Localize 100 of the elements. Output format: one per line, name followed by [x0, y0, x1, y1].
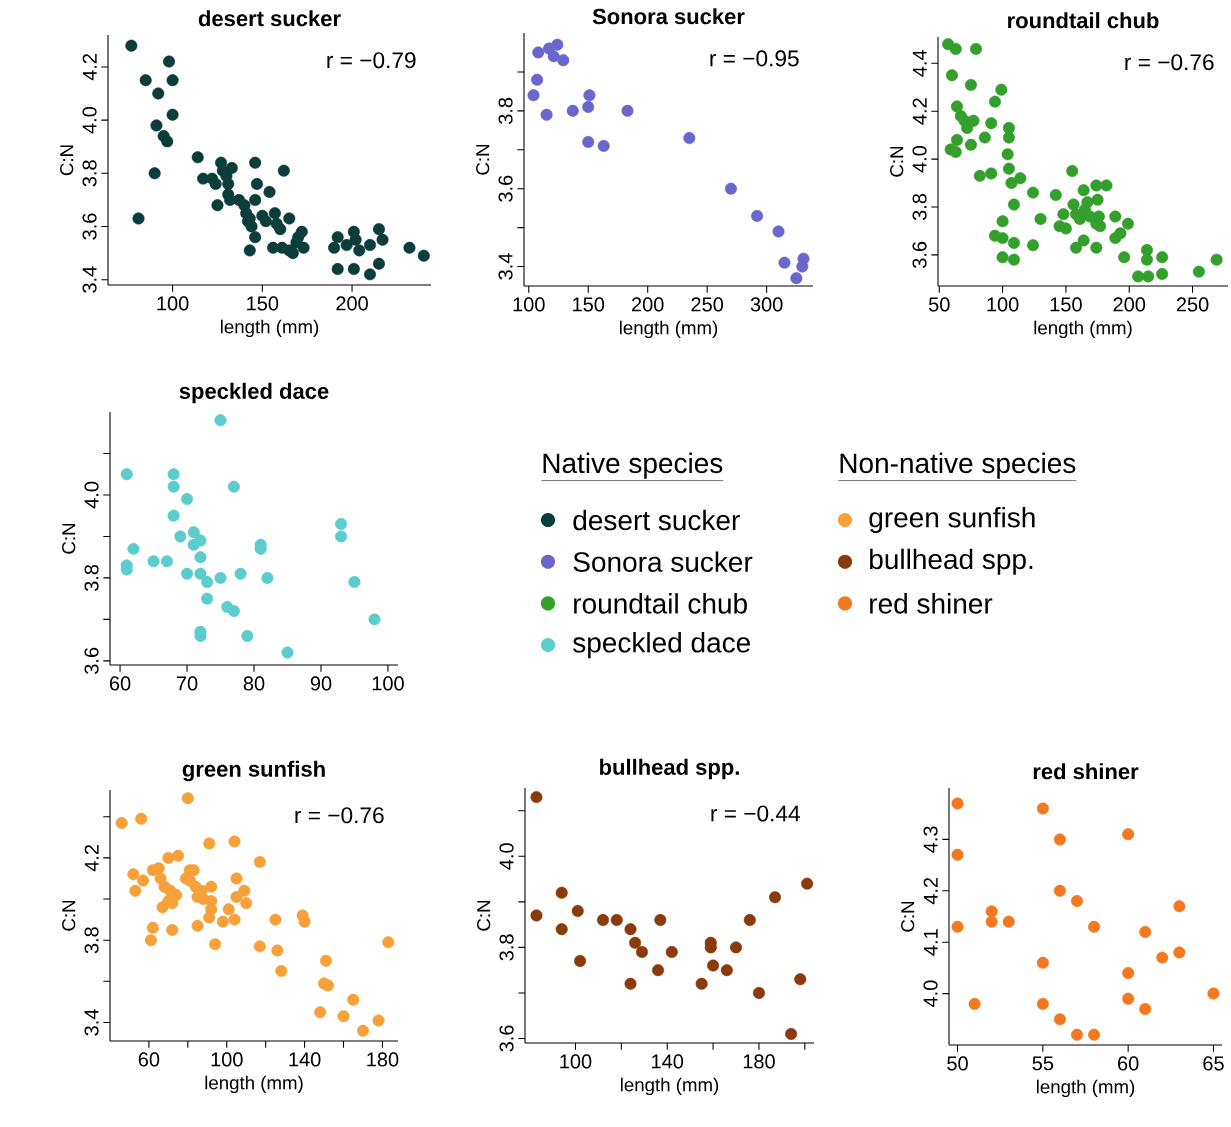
point: [172, 849, 185, 862]
point: [191, 919, 204, 932]
point: [222, 903, 235, 916]
y-tick-label: 4.0: [923, 980, 938, 1008]
point: [790, 272, 803, 285]
y-tick-label: 3.6: [82, 213, 97, 240]
point: [147, 555, 160, 568]
point: [269, 913, 282, 926]
point: [778, 256, 791, 269]
y-tick-label: 3.8: [84, 564, 99, 592]
y-axis-title: C:N: [60, 145, 74, 176]
chart-title: bullhead spp.: [600, 758, 739, 780]
point: [181, 493, 194, 506]
point: [794, 973, 807, 986]
annotation: r = −0.95: [710, 50, 799, 67]
point: [532, 46, 545, 59]
x-tick-label: 80: [243, 676, 265, 691]
x-tick-label: 60: [109, 676, 131, 691]
point: [555, 886, 568, 899]
point: [610, 914, 623, 927]
point: [596, 914, 609, 927]
point: [951, 848, 964, 861]
point: [162, 851, 175, 864]
point: [801, 877, 814, 890]
x-tick-label: 150: [573, 297, 605, 312]
point: [551, 38, 564, 51]
point: [337, 1010, 350, 1023]
point: [314, 1006, 327, 1019]
y-tick-label: 3.8: [499, 934, 514, 961]
x-tick-label: 250: [691, 297, 724, 312]
point: [382, 936, 395, 949]
point: [1207, 987, 1220, 1000]
point: [1122, 967, 1135, 980]
point: [751, 209, 764, 222]
point: [951, 797, 964, 810]
point: [624, 977, 637, 990]
chart-title: roundtail chub: [1008, 12, 1159, 29]
point: [1070, 895, 1083, 908]
point: [695, 977, 708, 990]
legend-title: Native species: [543, 452, 723, 479]
point: [144, 934, 157, 947]
point: [167, 480, 180, 493]
annotation: r = −0.79: [327, 52, 416, 69]
point: [1053, 884, 1066, 897]
point: [356, 1024, 369, 1037]
point: [214, 571, 227, 584]
point: [372, 1014, 385, 1027]
y-axis-title: C:N: [476, 144, 490, 175]
point: [194, 567, 207, 580]
legend-label: Sonora sucker: [573, 551, 753, 572]
x-axis-title: length (mm): [1034, 320, 1132, 339]
x-tick-label: 150: [1050, 297, 1082, 312]
y-tick-label: 3.4: [82, 266, 97, 293]
point: [1156, 951, 1169, 964]
point: [209, 938, 222, 951]
y-tick-label: 3.8: [84, 927, 99, 954]
y-tick-label: 3.6: [499, 1025, 514, 1052]
x-tick-label: 55: [1032, 1056, 1054, 1071]
point: [241, 629, 254, 642]
point: [187, 526, 200, 539]
x-axis-title: length (mm): [619, 320, 718, 339]
legend-label: speckled dace: [573, 632, 750, 659]
point: [203, 911, 216, 924]
annotation: r = −0.76: [295, 807, 384, 824]
point: [1173, 946, 1186, 959]
x-tick-label: 250: [1176, 297, 1209, 312]
point: [1036, 802, 1049, 815]
x-tick-label: 200: [336, 296, 368, 311]
x-tick-label: 90: [310, 676, 332, 691]
x-tick-label: 100: [987, 297, 1019, 312]
x-tick-label: 150: [247, 296, 279, 311]
point: [253, 856, 266, 869]
x-tick-label: 100: [157, 296, 189, 311]
point: [120, 468, 133, 481]
y-tick-label: 3.8: [82, 160, 97, 187]
y-tick-label: 4.0: [84, 481, 99, 509]
point: [156, 901, 169, 914]
point: [253, 940, 266, 953]
point: [135, 812, 148, 825]
point: [1036, 956, 1049, 969]
point: [234, 567, 247, 580]
chart-title: desert sucker: [198, 10, 341, 27]
y-axis-title: C:N: [901, 901, 915, 932]
x-tick-label: 60: [1118, 1056, 1139, 1071]
point: [720, 964, 733, 977]
point: [629, 936, 642, 949]
point: [555, 923, 568, 936]
y-tick-label: 4.3: [923, 826, 938, 853]
point: [167, 468, 180, 481]
y-tick-label: 4.2: [923, 877, 938, 905]
point: [194, 551, 207, 564]
point: [724, 182, 737, 195]
y-tick-label: 4.2: [82, 54, 97, 81]
point: [115, 816, 128, 829]
point: [547, 50, 560, 63]
point: [368, 613, 381, 626]
point: [1053, 833, 1066, 846]
point: [652, 964, 665, 977]
point: [1053, 1013, 1066, 1026]
point: [1036, 997, 1049, 1010]
